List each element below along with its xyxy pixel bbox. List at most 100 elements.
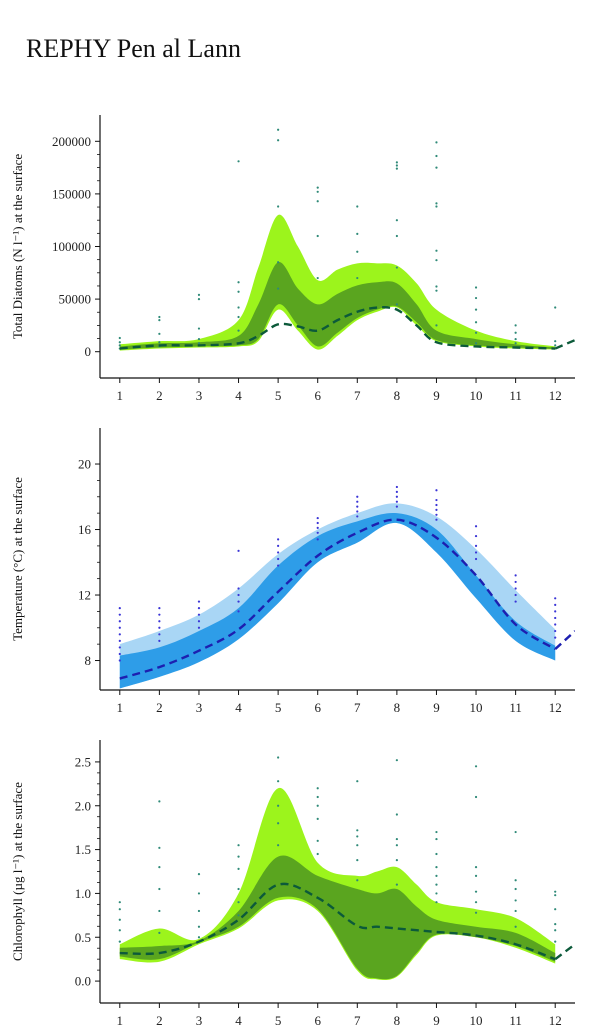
temperature-observation-point xyxy=(474,534,478,538)
chlorophyll-observation-point xyxy=(474,901,478,904)
chlorophyll-observation-point xyxy=(237,901,240,904)
diatoms-x-tick-label: 12 xyxy=(549,388,562,403)
diatoms-observation-point xyxy=(474,342,478,345)
temperature-observation-point xyxy=(158,626,161,629)
temperature-observation-point xyxy=(554,597,557,600)
temperature-y-tick-label: 16 xyxy=(78,522,92,537)
chlorophyll-observation-point xyxy=(118,940,121,943)
diatoms-observation-point xyxy=(435,154,438,158)
diatoms-observation-point xyxy=(395,219,398,222)
chlorophyll-observation-point xyxy=(435,892,438,895)
diatoms-observation-point xyxy=(158,332,161,335)
chlorophyll-x-tick-label: 7 xyxy=(354,1013,361,1028)
chlorophyll-observation-point xyxy=(118,901,121,904)
temperature-observation-point xyxy=(316,521,319,525)
temperature-observation-point xyxy=(356,505,359,508)
temperature-observation-point xyxy=(197,600,201,603)
chlorophyll-observation-point xyxy=(474,765,478,768)
diatoms-observation-point xyxy=(474,308,478,311)
chlorophyll-observation-point xyxy=(158,846,161,849)
chlorophyll-observation-point xyxy=(395,844,398,847)
diatoms-x-tick-label: 8 xyxy=(394,388,401,403)
chlorophyll-x-tick-label: 11 xyxy=(509,1013,522,1028)
diatoms-observation-point xyxy=(237,329,240,332)
temperature-observation-point xyxy=(118,613,121,616)
diatoms-observation-point xyxy=(118,341,121,344)
temperature-observation-point xyxy=(237,593,240,597)
chlorophyll-x-tick-label: 4 xyxy=(235,1013,242,1028)
chlorophyll-observation-point xyxy=(554,929,557,932)
temperature-observation-point xyxy=(197,613,201,616)
panel-diatoms: 1 2 3 4 5 6 7 8 9 10 11 12050000100000150000200000T… xyxy=(10,115,575,403)
temperature-observation-point xyxy=(395,495,398,498)
diatoms-observation-point xyxy=(435,249,438,252)
chlorophyll-x-tick-label: 12 xyxy=(549,1013,562,1028)
temperature-observation-point xyxy=(277,551,280,554)
chlorophyll-observation-point xyxy=(435,883,438,886)
chlorophyll-x-tick-label: 6 xyxy=(314,1013,321,1028)
temperature-y-axis-title: Temperature (°C) at the surface xyxy=(10,477,25,641)
diatoms-y-tick-label: 200000 xyxy=(52,134,91,149)
diatoms-observation-point xyxy=(554,344,557,347)
diatoms-observation-point xyxy=(395,167,398,170)
temperature-observation-point xyxy=(554,610,557,613)
diatoms-observation-point xyxy=(435,324,438,327)
diatoms-observation-point xyxy=(277,128,280,131)
temperature-observation-point xyxy=(435,489,438,492)
chlorophyll-y-tick-label: 1.0 xyxy=(75,886,91,901)
chlorophyll-y-tick-label: 2.5 xyxy=(75,754,91,769)
diatoms-x-tick-label: 2 xyxy=(156,388,163,403)
temperature-observation-point xyxy=(435,508,438,511)
chlorophyll-observation-point xyxy=(237,855,240,858)
chlorophyll-observation-point xyxy=(158,887,161,891)
temperature-y-tick-label: 12 xyxy=(78,588,91,603)
temperature-observation-point xyxy=(435,513,438,516)
temperature-observation-point xyxy=(435,503,438,507)
diatoms-x-tick-label: 5 xyxy=(275,388,282,403)
chlorophyll-y-tick-label: 0.5 xyxy=(75,930,91,945)
temperature-observation-point xyxy=(277,538,280,541)
chlorophyll-observation-point xyxy=(277,804,280,807)
chlorophyll-observation-point xyxy=(395,837,398,841)
temperature-observation-point xyxy=(237,600,240,603)
diatoms-y-tick-label: 50000 xyxy=(59,292,92,307)
temperature-observation-point xyxy=(554,616,557,620)
diatoms-inner-band xyxy=(119,262,556,350)
diatoms-observation-point xyxy=(356,250,359,253)
chlorophyll-observation-point xyxy=(356,829,359,832)
temperature-observation-point xyxy=(118,633,121,636)
diatoms-observation-point xyxy=(277,287,280,290)
diatoms-observation-point xyxy=(435,141,438,144)
diatoms-observation-point xyxy=(158,341,161,344)
temperature-observation-point xyxy=(118,659,121,662)
temperature-observation-point xyxy=(316,538,319,541)
chlorophyll-y-tick-label: 0.0 xyxy=(75,974,91,989)
chlorophyll-observation-point xyxy=(197,892,201,895)
chlorophyll-observation-point xyxy=(435,901,438,904)
chlorophyll-observation-point xyxy=(237,887,240,891)
chlorophyll-observation-point xyxy=(514,830,517,834)
temperature-observation-point xyxy=(474,525,478,528)
chlorophyll-x-tick-label: 10 xyxy=(470,1013,483,1028)
temperature-observation-point xyxy=(158,633,161,636)
temperature-observation-point xyxy=(395,505,398,508)
diatoms-observation-point xyxy=(514,342,517,345)
temperature-x-tick-label: 12 xyxy=(549,700,562,715)
chlorophyll-x-tick-label: 5 xyxy=(275,1013,282,1028)
diatoms-observation-point xyxy=(554,340,557,343)
diatoms-observation-point xyxy=(237,281,240,284)
diatoms-x-tick-label: 11 xyxy=(509,388,522,403)
temperature-observation-point xyxy=(514,574,517,577)
chlorophyll-observation-point xyxy=(316,795,319,799)
temperature-observation-point xyxy=(237,549,240,552)
temperature-observation-point xyxy=(395,500,398,503)
temperature-x-tick-label: 2 xyxy=(156,700,163,715)
temperature-observation-point xyxy=(514,587,517,590)
chlorophyll-observation-point xyxy=(158,931,161,934)
diatoms-observation-point xyxy=(395,234,398,238)
chlorophyll-observation-point xyxy=(316,787,319,790)
chlorophyll-observation-point xyxy=(356,835,359,838)
chlorophyll-observation-point xyxy=(395,759,398,762)
temperature-observation-point xyxy=(158,639,161,642)
